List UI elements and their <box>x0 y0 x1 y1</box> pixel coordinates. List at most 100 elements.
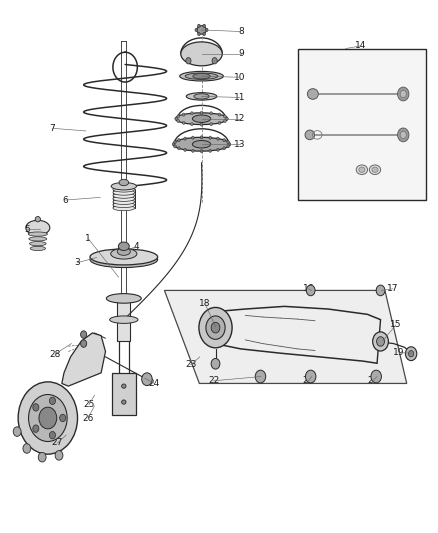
Circle shape <box>211 322 220 333</box>
Circle shape <box>226 117 228 120</box>
Circle shape <box>306 285 315 296</box>
Circle shape <box>210 123 212 126</box>
Ellipse shape <box>30 246 46 251</box>
Circle shape <box>400 131 406 139</box>
Ellipse shape <box>35 216 40 222</box>
Polygon shape <box>164 290 407 383</box>
Circle shape <box>191 136 194 139</box>
Text: 16: 16 <box>303 284 314 293</box>
Circle shape <box>223 147 226 150</box>
Polygon shape <box>62 333 106 386</box>
Text: 14: 14 <box>355 42 367 51</box>
Circle shape <box>198 33 200 36</box>
Circle shape <box>33 403 39 411</box>
Ellipse shape <box>29 237 47 241</box>
Circle shape <box>13 427 21 437</box>
Circle shape <box>209 149 212 152</box>
Circle shape <box>60 414 66 422</box>
Circle shape <box>184 148 187 151</box>
Ellipse shape <box>113 196 135 201</box>
Text: 8: 8 <box>238 27 244 36</box>
Bar <box>117 298 131 341</box>
Ellipse shape <box>192 141 211 148</box>
Text: 5: 5 <box>24 225 30 234</box>
Text: 26: 26 <box>82 414 94 423</box>
Ellipse shape <box>192 115 211 123</box>
Circle shape <box>400 90 406 98</box>
Text: 24: 24 <box>149 379 160 388</box>
Ellipse shape <box>307 88 318 99</box>
Text: 13: 13 <box>234 140 246 149</box>
Text: 3: 3 <box>74 259 80 267</box>
Circle shape <box>173 141 176 144</box>
Text: 10: 10 <box>234 72 246 82</box>
Circle shape <box>376 285 385 296</box>
Circle shape <box>217 137 219 140</box>
Text: 23: 23 <box>185 360 196 369</box>
Text: 19: 19 <box>393 348 405 357</box>
Circle shape <box>305 370 316 383</box>
Ellipse shape <box>113 205 135 211</box>
Text: 12: 12 <box>234 114 246 123</box>
Circle shape <box>398 128 409 142</box>
Circle shape <box>205 28 208 31</box>
Circle shape <box>177 119 180 123</box>
Ellipse shape <box>90 249 158 265</box>
Bar <box>112 373 136 415</box>
Text: 28: 28 <box>49 350 60 359</box>
Ellipse shape <box>175 113 228 125</box>
Circle shape <box>191 123 193 126</box>
Circle shape <box>172 143 175 146</box>
Circle shape <box>186 58 191 64</box>
Circle shape <box>173 145 176 148</box>
Circle shape <box>18 382 78 454</box>
Circle shape <box>217 148 219 151</box>
Circle shape <box>184 137 187 140</box>
Circle shape <box>38 453 46 462</box>
Ellipse shape <box>122 384 126 388</box>
Ellipse shape <box>90 252 158 268</box>
Circle shape <box>33 425 39 432</box>
Circle shape <box>212 58 217 64</box>
Ellipse shape <box>194 94 209 99</box>
Circle shape <box>81 340 87 348</box>
Ellipse shape <box>186 93 217 100</box>
Ellipse shape <box>106 294 141 303</box>
Circle shape <box>227 141 230 144</box>
Circle shape <box>223 139 226 142</box>
Ellipse shape <box>111 248 137 259</box>
Circle shape <box>218 113 221 116</box>
Ellipse shape <box>185 73 218 79</box>
Text: 7: 7 <box>49 124 55 133</box>
Ellipse shape <box>180 71 223 81</box>
Ellipse shape <box>119 179 129 185</box>
Ellipse shape <box>372 167 378 172</box>
Ellipse shape <box>305 130 314 140</box>
Circle shape <box>199 308 232 348</box>
Circle shape <box>224 115 226 118</box>
Text: 18: 18 <box>199 299 211 308</box>
Ellipse shape <box>122 400 126 404</box>
Ellipse shape <box>28 232 47 236</box>
Circle shape <box>198 24 200 27</box>
Circle shape <box>49 432 56 439</box>
Circle shape <box>206 316 225 340</box>
Circle shape <box>191 149 194 152</box>
Ellipse shape <box>197 26 206 34</box>
Circle shape <box>178 147 180 150</box>
Circle shape <box>200 111 203 115</box>
Circle shape <box>178 139 180 142</box>
Text: 6: 6 <box>63 196 68 205</box>
Circle shape <box>177 115 180 118</box>
Text: 22: 22 <box>208 376 219 385</box>
Circle shape <box>39 407 57 429</box>
Circle shape <box>209 136 212 139</box>
Circle shape <box>200 136 203 139</box>
Ellipse shape <box>356 165 367 174</box>
Text: 9: 9 <box>238 50 244 58</box>
Ellipse shape <box>173 138 230 151</box>
Text: 27: 27 <box>52 439 63 448</box>
Ellipse shape <box>369 165 381 174</box>
Circle shape <box>371 370 381 383</box>
Ellipse shape <box>113 193 135 198</box>
